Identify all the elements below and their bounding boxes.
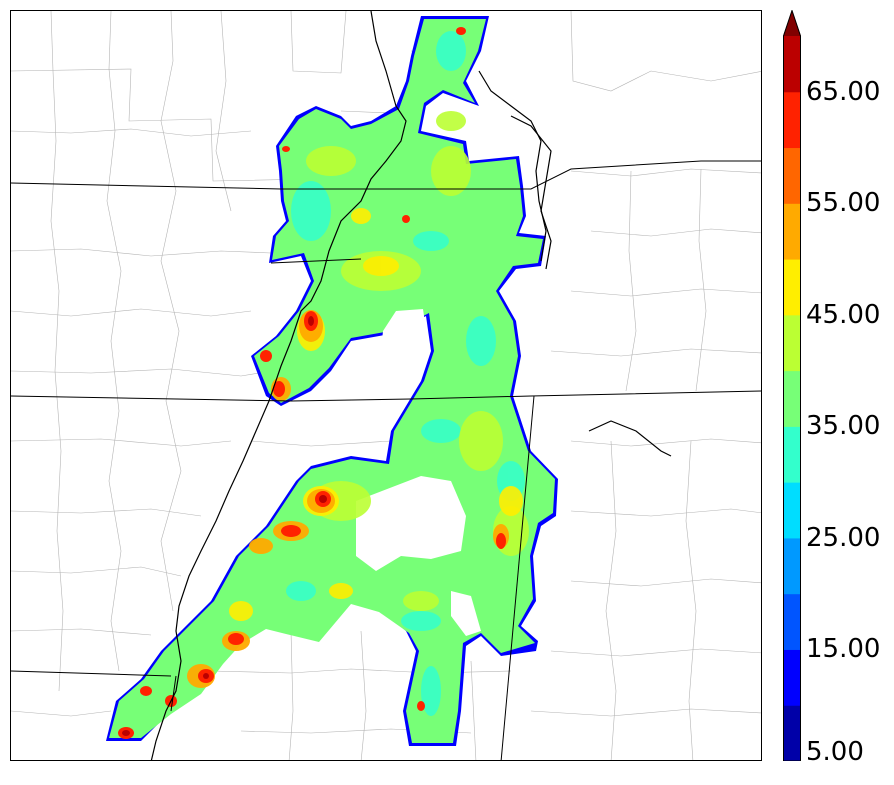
- colorbar-tick-label: 25.00: [806, 522, 881, 553]
- colorbar-bin: [783, 91, 801, 149]
- colorbar-bin: [783, 482, 801, 539]
- radar-map: [11, 11, 761, 760]
- swath-hole: [451, 591, 481, 636]
- colorbar-tick-label: 45.00: [806, 299, 881, 330]
- colorbar-extend-arrow: [783, 10, 801, 36]
- reflectivity-swath: [106, 16, 558, 746]
- swath-hole: [379, 309, 429, 401]
- colorbar-tick-label: 35.00: [806, 411, 881, 442]
- colorbar-outline: [783, 10, 801, 761]
- colorbar-bin: [783, 649, 801, 706]
- rivers: [150, 11, 672, 760]
- colorbar-bin: [783, 537, 801, 595]
- colorbar-bin: [783, 203, 801, 260]
- colorbar-bin: [783, 426, 801, 483]
- colorbar-tick-label: 15.00: [806, 634, 881, 665]
- colorbar-bin: [783, 259, 801, 316]
- colorbar-bin: [783, 314, 801, 372]
- state-boundaries: [11, 160, 761, 760]
- colorbar-bin: [783, 147, 801, 204]
- colorbar-bin: [783, 593, 801, 650]
- colorbar-bin: [783, 36, 801, 93]
- colorbar-tick-label: 5.00: [806, 737, 864, 767]
- colorbar: [783, 10, 801, 761]
- map-panel: [10, 10, 762, 761]
- swath-hole: [356, 476, 466, 571]
- swath-core: [109, 19, 555, 743]
- colorbar-bin: [783, 705, 801, 761]
- colorbar-tick-label: 65.00: [806, 76, 881, 107]
- colorbar-bin: [783, 370, 801, 427]
- colorbar-tick-label: 55.00: [806, 188, 881, 219]
